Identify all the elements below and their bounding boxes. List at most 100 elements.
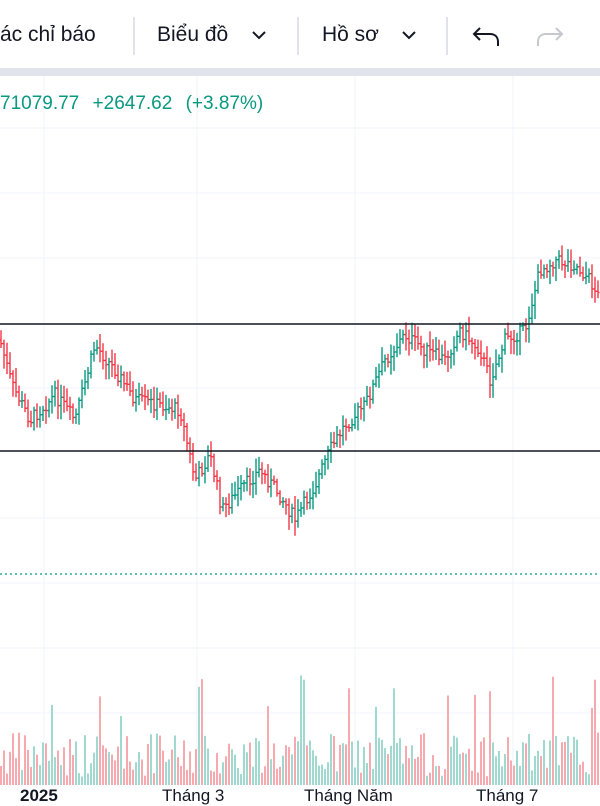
profile-button[interactable]: Hồ sơ <box>322 23 379 46</box>
volume-bar <box>93 752 95 785</box>
chevron-down-icon[interactable] <box>251 29 267 41</box>
volume-bar <box>42 742 44 785</box>
redo-icon[interactable] <box>535 22 565 50</box>
volume-bar <box>441 775 443 785</box>
volume-bar <box>114 760 116 785</box>
volume-bar <box>450 746 452 785</box>
volume-bar <box>309 740 311 785</box>
volume-bar <box>222 762 224 785</box>
volume-bar <box>294 736 296 785</box>
volume-bar <box>378 737 380 785</box>
chart-overlays <box>0 323 600 575</box>
volume-bar <box>522 742 524 785</box>
volume-bar <box>507 737 509 785</box>
volume-bar <box>564 742 566 785</box>
volume-bar <box>351 741 353 785</box>
volume-bar <box>483 737 485 785</box>
volume-bar <box>339 744 341 785</box>
volume-bar <box>579 764 581 785</box>
volume-bar <box>318 765 320 785</box>
volume-bar <box>246 752 248 785</box>
undo-icon[interactable] <box>471 22 501 50</box>
volume-bar <box>462 752 464 785</box>
volume-bar <box>30 766 32 785</box>
volume-bars <box>0 675 599 785</box>
x-axis-label: Tháng 7 <box>476 786 539 805</box>
volume-bar <box>348 688 350 785</box>
indicators-button[interactable]: ác chỉ báo <box>0 23 96 46</box>
volume-bar <box>24 735 26 785</box>
volume-bar <box>198 686 200 785</box>
volume-bar <box>465 753 467 785</box>
volume-bar <box>39 765 41 785</box>
volume-bar <box>147 744 149 785</box>
volume-bar <box>381 739 383 785</box>
volume-bar <box>237 767 239 785</box>
volume-bar <box>354 767 356 785</box>
volume-bar <box>282 755 284 785</box>
volume-bar <box>417 756 419 785</box>
close-price: 71079.77 <box>0 93 80 114</box>
volume-bar <box>459 753 461 785</box>
volume-bar <box>399 738 401 785</box>
volume-bar <box>84 735 86 785</box>
chart-type-button[interactable]: Biểu đồ <box>157 23 229 46</box>
volume-bar <box>435 766 437 785</box>
volume-bar <box>498 751 500 785</box>
volume-bar <box>144 775 146 785</box>
volume-bar <box>561 742 563 785</box>
toolbar-border <box>0 68 600 76</box>
volume-bar <box>369 742 371 785</box>
volume-bar <box>195 749 197 785</box>
volume-bar <box>342 743 344 785</box>
volume-bar <box>570 752 572 785</box>
volume-bar <box>537 750 539 785</box>
volume-bar <box>0 766 2 785</box>
volume-bar <box>456 737 458 785</box>
volume-bar <box>420 734 422 785</box>
volume-bar <box>141 759 143 785</box>
volume-bar <box>213 771 215 785</box>
volume-bar <box>591 707 593 785</box>
volume-bar <box>492 742 494 785</box>
volume-bar <box>249 742 251 785</box>
volume-bar <box>360 772 362 785</box>
volume-bar <box>177 757 179 785</box>
volume-bar <box>528 733 530 785</box>
price-chart[interactable] <box>0 76 600 800</box>
volume-bar <box>384 748 386 785</box>
volume-bar <box>375 706 377 785</box>
volume-bar <box>408 758 410 785</box>
volume-bar <box>273 743 275 785</box>
volume-bar <box>174 735 176 785</box>
price-change: +2647.62 <box>92 93 173 114</box>
volume-bar <box>291 754 293 785</box>
volume-bar <box>69 739 71 785</box>
volume-bar <box>306 745 308 785</box>
volume-bar <box>315 755 317 785</box>
volume-bar <box>186 769 188 785</box>
volume-bar <box>117 746 119 785</box>
volume-bar <box>594 679 596 785</box>
volume-bar <box>549 740 551 785</box>
volume-bar <box>51 704 53 785</box>
volume-bar <box>402 763 404 785</box>
volume-bar <box>63 747 65 785</box>
volume-bar <box>6 773 8 785</box>
volume-bar <box>48 760 50 785</box>
toolbar-divider <box>446 17 448 55</box>
volume-bar <box>357 740 359 785</box>
volume-bar <box>57 750 59 785</box>
volume-bar <box>276 768 278 785</box>
volume-bar <box>573 736 575 785</box>
volume-bar <box>183 740 185 785</box>
volume-bar <box>597 732 599 785</box>
chevron-down-icon[interactable] <box>401 29 417 41</box>
volume-bar <box>15 758 17 785</box>
volume-bar <box>540 756 542 785</box>
volume-bar <box>480 741 482 785</box>
volume-bar <box>288 747 290 785</box>
volume-bar <box>96 736 98 785</box>
volume-bar <box>162 750 164 785</box>
volume-bar <box>159 735 161 785</box>
